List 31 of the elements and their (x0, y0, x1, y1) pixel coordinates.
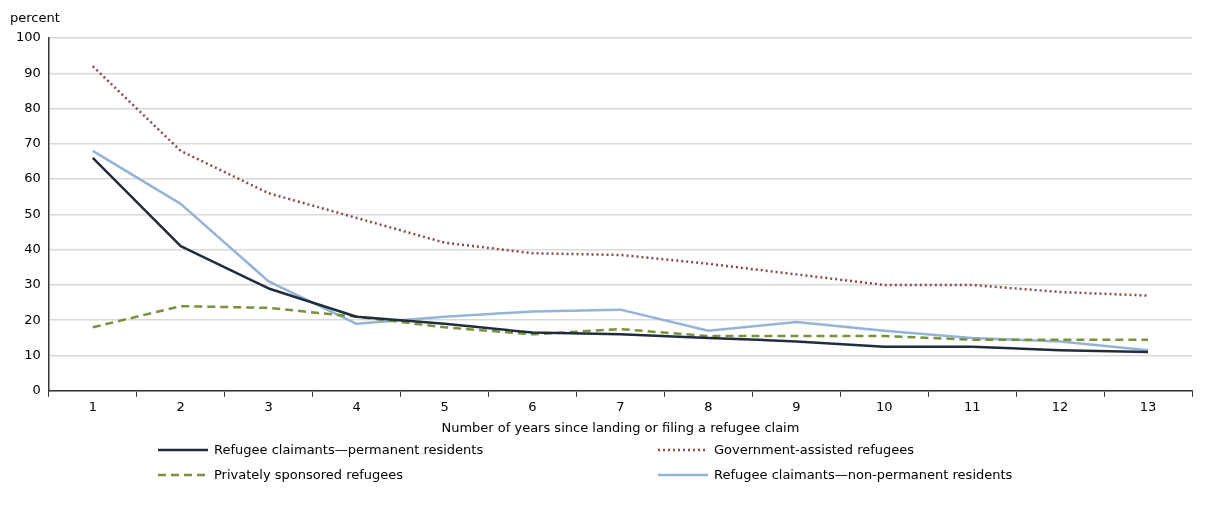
y-axis-title: percent (10, 9, 60, 25)
y-tick-label: 40 (24, 241, 41, 257)
x-axis-title: Number of years since landing or filing a refugee claim (441, 419, 800, 435)
x-tick-label: 7 (616, 398, 625, 414)
y-tick-label: 100 (15, 29, 41, 45)
x-tick-label: 1 (88, 398, 97, 414)
x-tick-label: 3 (264, 398, 273, 414)
legend-label: Government-assisted refugees (714, 442, 915, 457)
x-tick-label: 11 (963, 398, 981, 414)
x-tick-label: 4 (352, 398, 361, 414)
x-tick-label: 13 (1139, 398, 1157, 414)
y-tick-label: 0 (32, 382, 41, 398)
y-tick-label: 10 (24, 346, 41, 362)
x-tick-label: 2 (176, 398, 185, 414)
line-series (91, 304, 1150, 341)
x-tick-label: 5 (440, 398, 449, 414)
x-tick-label: 6 (528, 398, 537, 414)
x-tick-label: 8 (704, 398, 713, 414)
y-tick-label: 20 (24, 311, 41, 327)
y-tick-label: 70 (24, 135, 41, 151)
y-tick-label: 30 (24, 276, 41, 292)
x-tick-label: 10 (875, 398, 893, 414)
legend-label: Refugee claimants—non-permanent residents (714, 467, 1013, 482)
x-tick-label: 9 (792, 398, 801, 414)
x-tick-label: 12 (1051, 398, 1069, 414)
y-tick-label: 80 (24, 99, 41, 115)
y-tick-label: 50 (24, 205, 41, 221)
y-tick-label: 90 (24, 64, 41, 80)
legend-label: Privately sponsored refugees (214, 467, 404, 482)
legend-label: Refugee claimants—permanent residents (214, 442, 484, 457)
y-tick-label: 60 (24, 170, 41, 186)
